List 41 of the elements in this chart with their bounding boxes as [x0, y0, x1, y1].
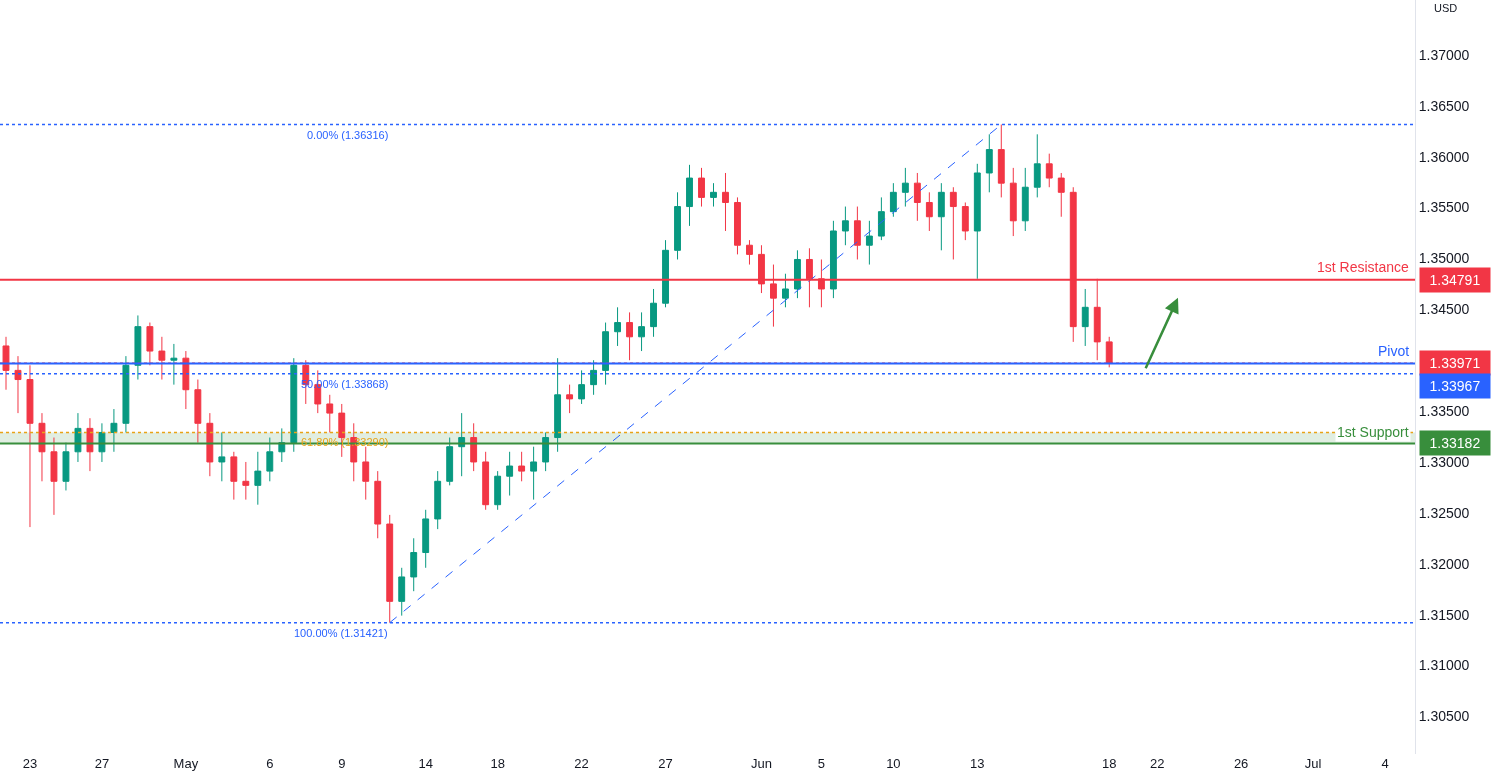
ref-line-label: Pivot — [1378, 343, 1410, 359]
y-tick-label: 1.33500 — [1418, 402, 1470, 419]
x-tick-label: 13 — [970, 756, 985, 771]
x-tick-label: 23 — [22, 756, 38, 771]
x-tick-label: 22 — [574, 756, 589, 771]
x-tick-label: 4 — [1381, 756, 1389, 771]
y-tick-label: 1.35500 — [1418, 199, 1470, 216]
text: 1.33182 — [1429, 435, 1481, 451]
y-tick-label: 1.36500 — [1418, 97, 1470, 114]
y-tick-label: 1.31500 — [1418, 606, 1470, 623]
text: USD — [1434, 2, 1458, 14]
x-tick-label: 26 — [1233, 756, 1249, 771]
y-tick-label: 1.33000 — [1418, 453, 1470, 470]
x-tick-label: 22 — [1149, 756, 1165, 771]
y-tick-label: 1.34500 — [1418, 301, 1470, 318]
y-tick-label: 1.31000 — [1418, 657, 1470, 674]
x-tick-label: 9 — [338, 756, 346, 771]
x-tick-label: 10 — [886, 756, 901, 771]
y-tick-label: 1.37000 — [1418, 46, 1470, 63]
text: 1.34791 — [1429, 272, 1481, 288]
y-tick-label: 1.30500 — [1418, 708, 1470, 725]
text: 1.33971 — [1429, 355, 1481, 371]
x-tick-label: 18 — [1101, 756, 1117, 771]
ref-line-label: 100.00% (1.31421) — [294, 627, 388, 639]
y-tick-label: 1.32000 — [1418, 555, 1470, 572]
x-tick-label: Jun — [750, 756, 772, 771]
x-tick-label: 14 — [418, 756, 433, 771]
x-tick-label: 6 — [266, 756, 274, 771]
ref-line-label: 0.00% (1.36316) — [307, 129, 389, 141]
text: 1.33967 — [1429, 378, 1481, 394]
x-tick-label: 27 — [658, 756, 673, 771]
x-tick-label: Jul — [1304, 756, 1322, 771]
x-tick-label: 27 — [94, 756, 110, 771]
y-tick-label: 1.35000 — [1418, 250, 1470, 267]
y-tick-label: 1.32500 — [1418, 504, 1470, 521]
x-tick-label: 18 — [490, 756, 505, 771]
y-tick-label: 1.36000 — [1418, 148, 1470, 165]
x-tick-label: May — [173, 756, 199, 771]
x-tick-label: 5 — [817, 756, 826, 771]
band-label: 1st Support — [1337, 424, 1409, 440]
ref-line-label: 1st Resistance — [1317, 259, 1410, 275]
